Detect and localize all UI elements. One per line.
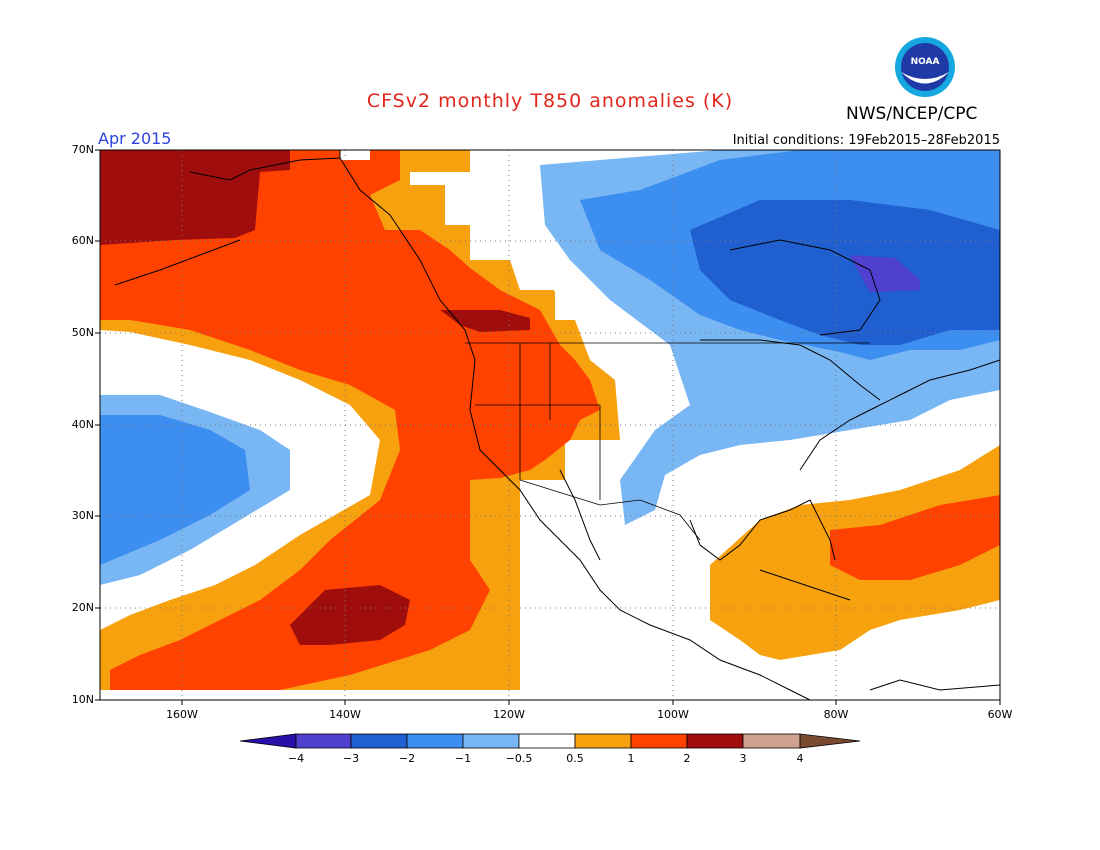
map-title: CFSv2 monthly T850 anomalies (K) — [366, 90, 734, 112]
colorbar-cell-above — [799, 733, 861, 749]
region-warm-atlantic — [830, 495, 1000, 580]
colorbar-cell — [295, 733, 352, 749]
lon-label: 80W — [823, 708, 849, 721]
org-label: NWS/NCEP/CPC — [846, 104, 978, 124]
colorbar-label: 1 — [627, 752, 635, 765]
graticule — [100, 150, 1000, 700]
colorbar-label: −3 — [342, 752, 360, 765]
colorbar-cell — [742, 733, 801, 749]
lat-label: 60N — [71, 234, 94, 247]
noaa-logo: NOAA — [895, 37, 955, 97]
coastlines — [114, 150, 1000, 700]
colorbar-label: 4 — [796, 752, 804, 765]
colorbar-cell — [630, 733, 688, 749]
lat-label: 50N — [71, 326, 94, 339]
lon-label: 120W — [493, 708, 525, 721]
region-cool-na-strong — [690, 200, 1000, 345]
svg-text:NOAA: NOAA — [911, 57, 940, 67]
colorbar-cell — [686, 733, 744, 749]
region-cool-hudson — [850, 255, 920, 292]
lon-label: 160W — [166, 708, 198, 721]
colorbar-label: 2 — [683, 752, 691, 765]
lon-label: 100W — [657, 708, 689, 721]
lat-label: 70N — [71, 143, 94, 156]
lat-label: 20N — [71, 601, 94, 614]
region-warm-1-2 — [100, 150, 600, 690]
colorbar-label: −0.5 — [505, 752, 533, 765]
colorbar-cell — [574, 733, 632, 749]
colorbar-label: 3 — [739, 752, 747, 765]
tick-marks — [95, 149, 1001, 705]
valid-month-label: Apr 2015 — [98, 129, 172, 148]
colorbar-label: −2 — [398, 752, 416, 765]
lat-label: 30N — [71, 509, 94, 522]
colorbar-label: −1 — [454, 752, 472, 765]
region-warm-2-3-coast — [440, 310, 530, 332]
colorbar-cell — [406, 733, 464, 749]
initial-conditions-label: Initial conditions: 19Feb2015–28Feb2015 — [732, 133, 1000, 148]
colorbar-label: 0.5 — [566, 752, 584, 765]
colorbar-cell — [462, 733, 520, 749]
colorbar-cell — [350, 733, 408, 749]
lon-label: 140W — [329, 708, 361, 721]
colorbar-cell-below — [239, 733, 297, 749]
colorbar — [239, 733, 861, 749]
lon-label: 60W — [987, 708, 1013, 721]
lat-label: 40N — [71, 418, 94, 431]
region-warm-2-3-pacific — [290, 585, 410, 645]
region-cool-pacific-core — [100, 415, 250, 565]
borders — [465, 342, 870, 541]
colorbar-label: −4 — [287, 752, 305, 765]
lat-label: 10N — [71, 693, 94, 706]
colorbar-cell — [518, 733, 576, 749]
